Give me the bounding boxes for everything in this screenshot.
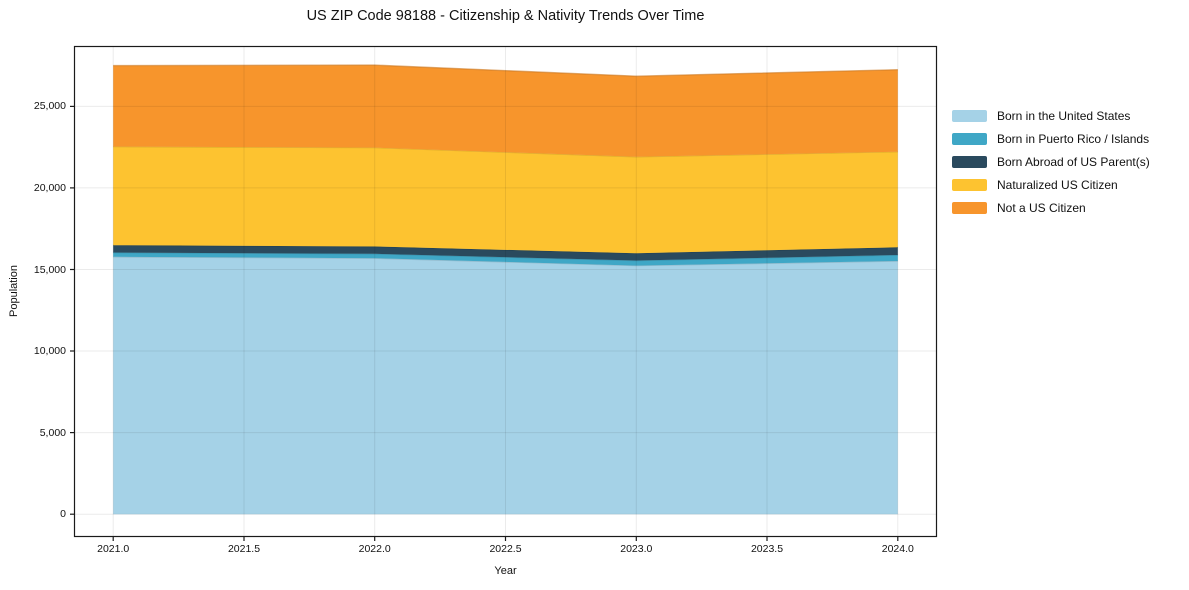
legend-swatch (952, 155, 987, 168)
y-tick-label: 25,000 (33, 100, 66, 113)
legend-swatch (952, 132, 987, 145)
legend-item-born-in-us: Born in the United States (952, 104, 1150, 127)
legend-item-naturalized: Naturalized US Citizen (952, 173, 1150, 196)
y-tick-label: 10,000 (33, 345, 66, 357)
y-tick-label: 15,000 (33, 263, 66, 276)
legend-swatch (952, 178, 987, 191)
legend-item-label: Born Abroad of US Parent(s) (997, 154, 1150, 169)
x-axis-label: Year (494, 565, 517, 577)
y-tick-label: 5,000 (39, 426, 66, 439)
x-tick-label: 2024.0 (881, 543, 914, 555)
x-tick-label: 2022.5 (489, 543, 522, 555)
legend-item-born-abroad: Born Abroad of US Parent(s) (952, 150, 1150, 173)
x-tick-label: 2021.5 (227, 543, 261, 555)
legend-swatch (952, 201, 987, 214)
x-tick-label: 2022.0 (358, 543, 391, 555)
legend-item-label: Born in the United States (997, 108, 1131, 123)
legend-swatch (952, 109, 987, 122)
legend-item-not-citizen: Not a US Citizen (952, 196, 1150, 219)
chart-title: US ZIP Code 98188 - Citizenship & Nativi… (306, 8, 705, 24)
y-tick-label: 0 (60, 508, 66, 521)
legend: Born in the United States Born in Puerto… (952, 104, 1150, 219)
legend-item-label: Born in Puerto Rico / Islands (997, 131, 1150, 146)
legend-item-label: Not a US Citizen (997, 200, 1086, 215)
legend-item-label: Naturalized US Citizen (997, 177, 1118, 192)
legend-item-born-puerto-rico: Born in Puerto Rico / Islands (952, 127, 1150, 150)
x-tick-label: 2023.5 (750, 543, 784, 555)
y-tick-label: 20,000 (33, 181, 66, 194)
x-tick-label: 2021.0 (97, 543, 130, 555)
y-axis-label: Population (8, 265, 20, 317)
x-tick-label: 2023.0 (620, 543, 653, 555)
